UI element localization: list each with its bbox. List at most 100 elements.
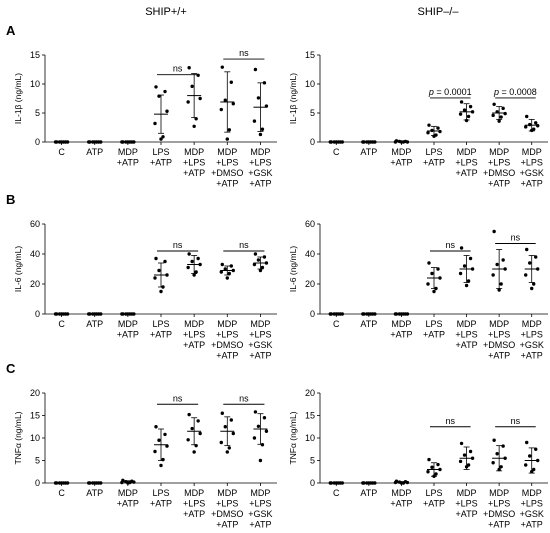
x-tick-label-line: +LPS: [488, 158, 510, 168]
data-point: [157, 438, 161, 442]
x-tick-label-line: +ATP: [117, 499, 139, 509]
x-tick-label-line: LPS: [425, 488, 442, 498]
x-tick-label-line: C: [333, 147, 340, 157]
data-point: [192, 450, 196, 454]
data-point: [190, 426, 194, 431]
significance-label: ns: [173, 64, 183, 74]
data-point: [229, 418, 233, 422]
data-point: [220, 411, 224, 415]
x-tick-label-line: +LPS: [249, 158, 271, 168]
x-tick-label-line: +GSK: [248, 168, 272, 178]
column-title-left: SHIP+/+: [145, 6, 187, 18]
data-point: [153, 121, 157, 126]
data-point: [231, 102, 235, 106]
y-tick-label: 5: [310, 108, 315, 118]
x-tick-label-line: C: [333, 319, 340, 329]
data-point: [534, 447, 538, 451]
y-axis-label: IL-1β (ng/mL): [13, 73, 23, 124]
x-tick-label-line: MDP: [184, 488, 204, 498]
x-tick-label-line: +ATP: [456, 168, 478, 178]
x-tick-label-line: MDP: [457, 319, 477, 329]
x-tick-label-line: MDP: [391, 488, 411, 498]
data-point: [260, 127, 265, 131]
data-point: [491, 461, 495, 465]
x-tick-label-line: MDP: [118, 488, 138, 498]
column-title-right: SHIP–/–: [418, 6, 460, 18]
data-point: [227, 128, 231, 132]
data-point: [165, 109, 169, 113]
data-point: [491, 113, 495, 118]
y-tick-label: 10: [30, 433, 40, 443]
x-tick-label: MDP +LPS +DMSO +ATP: [211, 319, 243, 361]
x-tick-label-line: MDP: [217, 319, 237, 329]
data-point: [159, 463, 163, 468]
y-tick-label: 40: [305, 249, 315, 259]
significance-p: p: [493, 87, 499, 97]
data-point: [426, 131, 430, 135]
x-tick-label-line: +LPS: [216, 499, 238, 509]
y-tick-label: 15: [30, 50, 40, 60]
y-tick-label: 0: [35, 478, 40, 488]
data-point: [196, 419, 200, 423]
data-point: [258, 132, 263, 137]
data-point: [525, 114, 529, 119]
x-tick-label-line: MDP: [457, 147, 477, 157]
x-tick-label-line: ATP: [86, 147, 103, 157]
x-tick-label-line: MDP: [522, 147, 542, 157]
data-point: [459, 246, 464, 250]
x-tick-label-line: MDP: [489, 319, 509, 329]
x-tick-label: C: [333, 488, 340, 498]
x-tick-label: C: [333, 147, 340, 157]
x-tick-label: MDP +LPS +ATP: [455, 147, 477, 178]
data-point: [252, 262, 257, 267]
data-point: [223, 267, 227, 271]
x-tick-label: MDP +LPS +ATP: [183, 319, 205, 350]
x-tick-label-line: +LPS: [183, 499, 205, 509]
x-tick-label: MDP +LPS +ATP: [455, 488, 477, 519]
x-tick-label-line: +DMSO: [211, 168, 243, 178]
x-tick-label-line: +ATP: [488, 351, 510, 361]
data-point: [258, 268, 263, 273]
data-point: [499, 115, 503, 119]
significance-label: ns: [173, 240, 183, 250]
data-point: [458, 459, 463, 464]
x-tick-label: LPS +ATP: [150, 319, 172, 340]
data-point: [427, 123, 431, 127]
x-tick-label-line: LPS: [425, 319, 442, 329]
x-tick-label-line: +LPS: [455, 499, 477, 509]
data-point: [466, 114, 471, 119]
data-point: [153, 449, 157, 454]
x-tick-label-line: LPS: [152, 147, 169, 157]
data-point: [219, 107, 223, 112]
x-tick-label: ATP: [86, 319, 103, 329]
x-tick-label-line: +ATP: [423, 330, 445, 340]
y-tick-label: 0: [310, 478, 315, 488]
data-point: [186, 100, 190, 104]
x-tick-label-line: MDP: [391, 319, 411, 329]
data-point: [196, 256, 200, 261]
x-tick-label-line: +ATP: [216, 179, 238, 189]
significance-label: p = 0.0008: [493, 87, 537, 97]
data-point: [495, 452, 499, 456]
x-tick-label: LPS +ATP: [423, 488, 445, 509]
data-point: [532, 282, 536, 286]
data-point: [436, 462, 440, 467]
x-tick-label-line: +ATP: [117, 330, 139, 340]
x-tick-label-line: MDP: [489, 488, 509, 498]
data-point: [253, 252, 258, 256]
data-point: [157, 268, 161, 273]
x-tick-label: MDP +ATP: [117, 319, 139, 340]
x-tick-label-line: MDP: [522, 488, 542, 498]
x-tick-label: MDP +ATP: [117, 488, 139, 509]
x-tick-label: MDP +LPS +GSK +ATP: [248, 147, 272, 189]
data-point: [227, 446, 231, 450]
data-point: [159, 137, 163, 141]
data-point: [430, 465, 434, 469]
x-tick-label: LPS +ATP: [423, 147, 445, 168]
x-tick-label-line: +ATP: [423, 158, 445, 168]
y-axis-label: IL-6 (ng/mL): [288, 246, 298, 292]
y-tick-label: 20: [305, 388, 315, 398]
data-point: [524, 273, 528, 277]
significance-label: ns: [239, 240, 249, 250]
